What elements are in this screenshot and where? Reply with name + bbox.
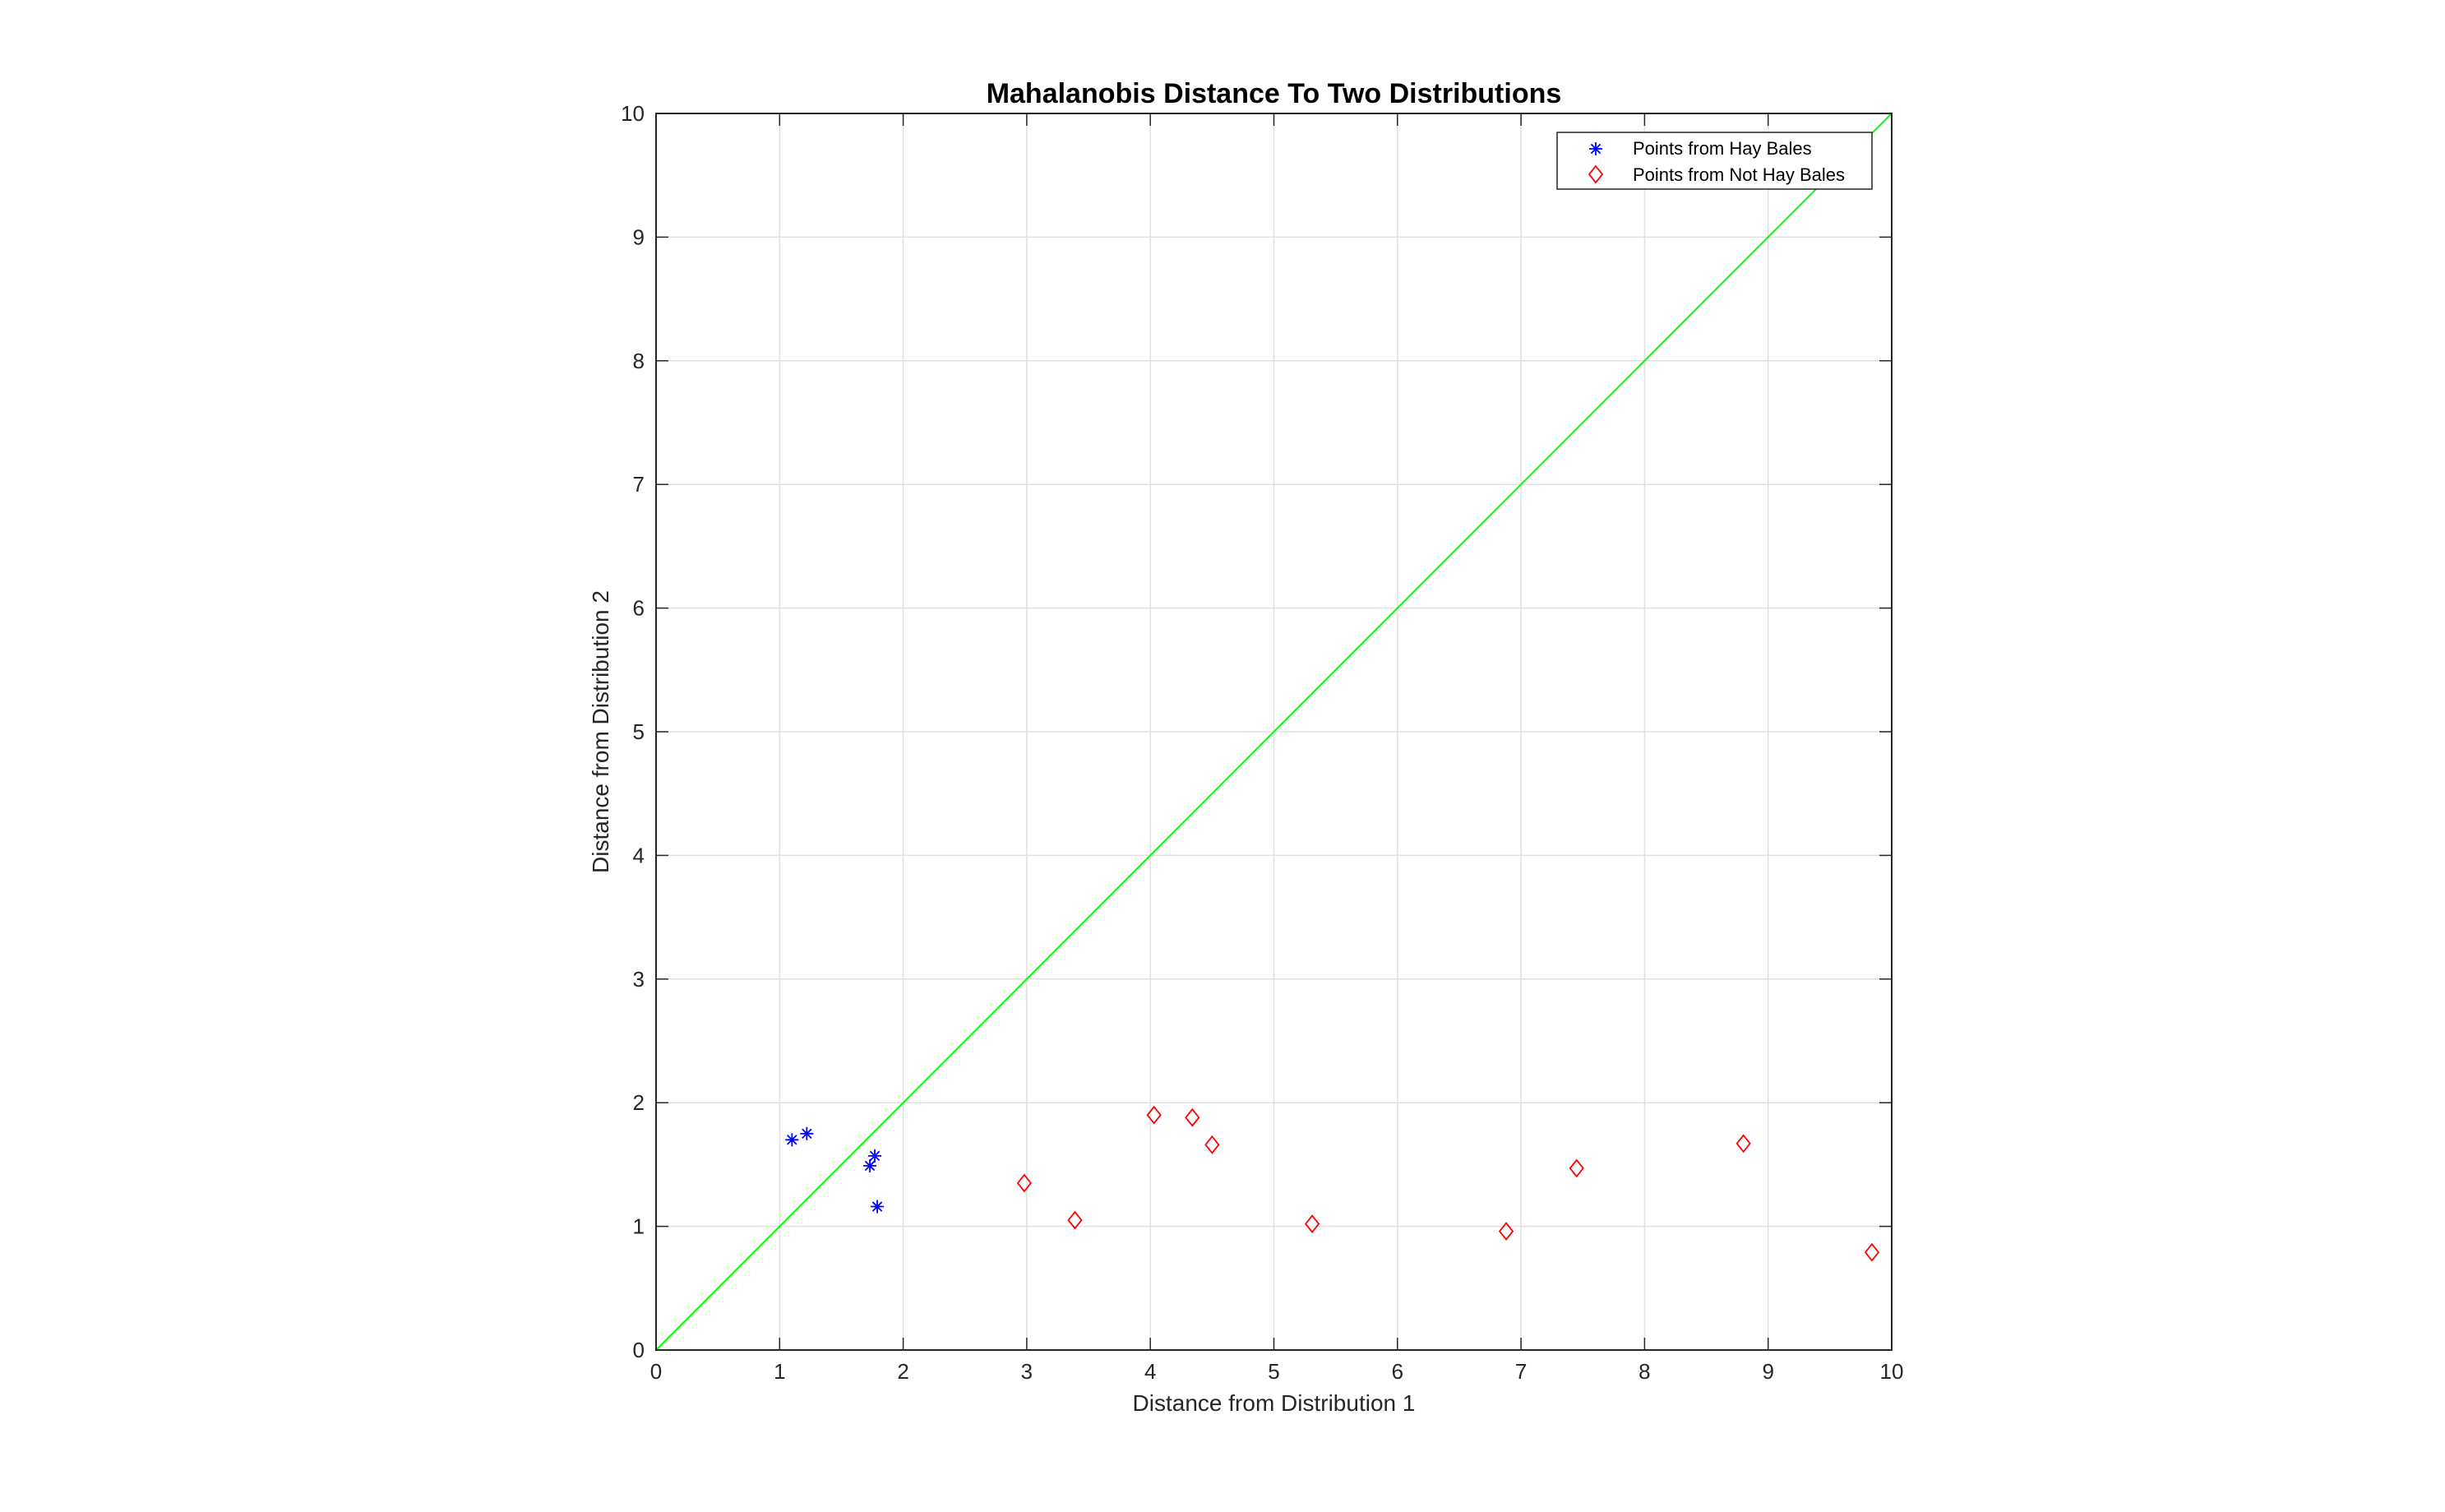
not-hay-bale-point [1569, 1158, 1584, 1178]
hay-bale-point [868, 1149, 882, 1163]
x-tick-label: 0 [650, 1359, 662, 1384]
legend-marker-not-hay-bales [1588, 164, 1604, 184]
x-tick-label: 1 [774, 1359, 785, 1384]
not-hay-bale-point [1067, 1210, 1083, 1230]
x-tick-label: 2 [897, 1359, 908, 1384]
y-tick-labels: 0 1 2 3 4 5 6 7 8 9 10 [621, 101, 645, 1362]
legend-diamond-marker [1588, 164, 1604, 184]
not-hay-bale-point [1736, 1134, 1751, 1154]
x-tick-label: 3 [1021, 1359, 1033, 1384]
y-tick-label: 9 [633, 224, 645, 249]
x-tick-labels: 0 1 2 3 4 5 6 7 8 9 10 [650, 1359, 1904, 1384]
legend-box [1556, 132, 1873, 190]
not-hay-bale-point [1146, 1105, 1162, 1125]
hay-bale-point [785, 1133, 799, 1147]
y-tick-label: 10 [621, 101, 645, 126]
y-tick-label: 3 [633, 967, 645, 992]
not-hay-bale-point [1304, 1214, 1320, 1234]
data-points [785, 1105, 1880, 1262]
y-tick-label: 2 [633, 1090, 645, 1115]
x-tick-label: 5 [1268, 1359, 1279, 1384]
hay-bale-point [871, 1200, 885, 1214]
hay-bale-point [800, 1126, 814, 1140]
y-tick-label: 0 [633, 1338, 645, 1362]
y-tick-label: 5 [633, 719, 645, 744]
hay-bale-point [863, 1158, 877, 1172]
x-tick-label: 6 [1392, 1359, 1403, 1384]
chart-title: Mahalanobis Distance To Two Distribution… [987, 78, 1562, 109]
y-tick-label: 7 [633, 472, 645, 497]
not-hay-bale-point [1864, 1242, 1880, 1262]
axis-ticks [655, 113, 1893, 1351]
y-tick-label: 6 [633, 596, 645, 621]
y-axis-label: Distance from Distribution 2 [588, 590, 613, 873]
not-hay-bale-point [1498, 1222, 1514, 1242]
legend-marker-hay-bales [1589, 142, 1602, 155]
legend: Points from Hay Bales Points from Not Ha… [1556, 132, 1873, 190]
legend-asterisk-marker [1589, 142, 1602, 155]
reference-line [655, 113, 1893, 1351]
x-tick-label: 10 [1880, 1359, 1904, 1384]
y-tick-label: 8 [633, 349, 645, 373]
x-tick-label: 8 [1638, 1359, 1650, 1384]
not-hay-bale-point [1204, 1135, 1220, 1154]
x-tick-label: 9 [1762, 1359, 1773, 1384]
y-tick-label: 4 [633, 843, 645, 867]
x-tick-label: 4 [1144, 1359, 1156, 1384]
x-axis-label: Distance from Distribution 1 [1133, 1390, 1416, 1416]
not-hay-bale-point [1185, 1107, 1200, 1127]
not-hay-bale-point [1016, 1173, 1033, 1193]
y-tick-label: 1 [633, 1214, 645, 1239]
x-tick-label: 7 [1515, 1359, 1527, 1384]
legend-label-hay-bales: Points from Hay Bales [1633, 138, 1812, 159]
legend-label-not-hay-bales: Points from Not Hay Bales [1633, 164, 1845, 185]
